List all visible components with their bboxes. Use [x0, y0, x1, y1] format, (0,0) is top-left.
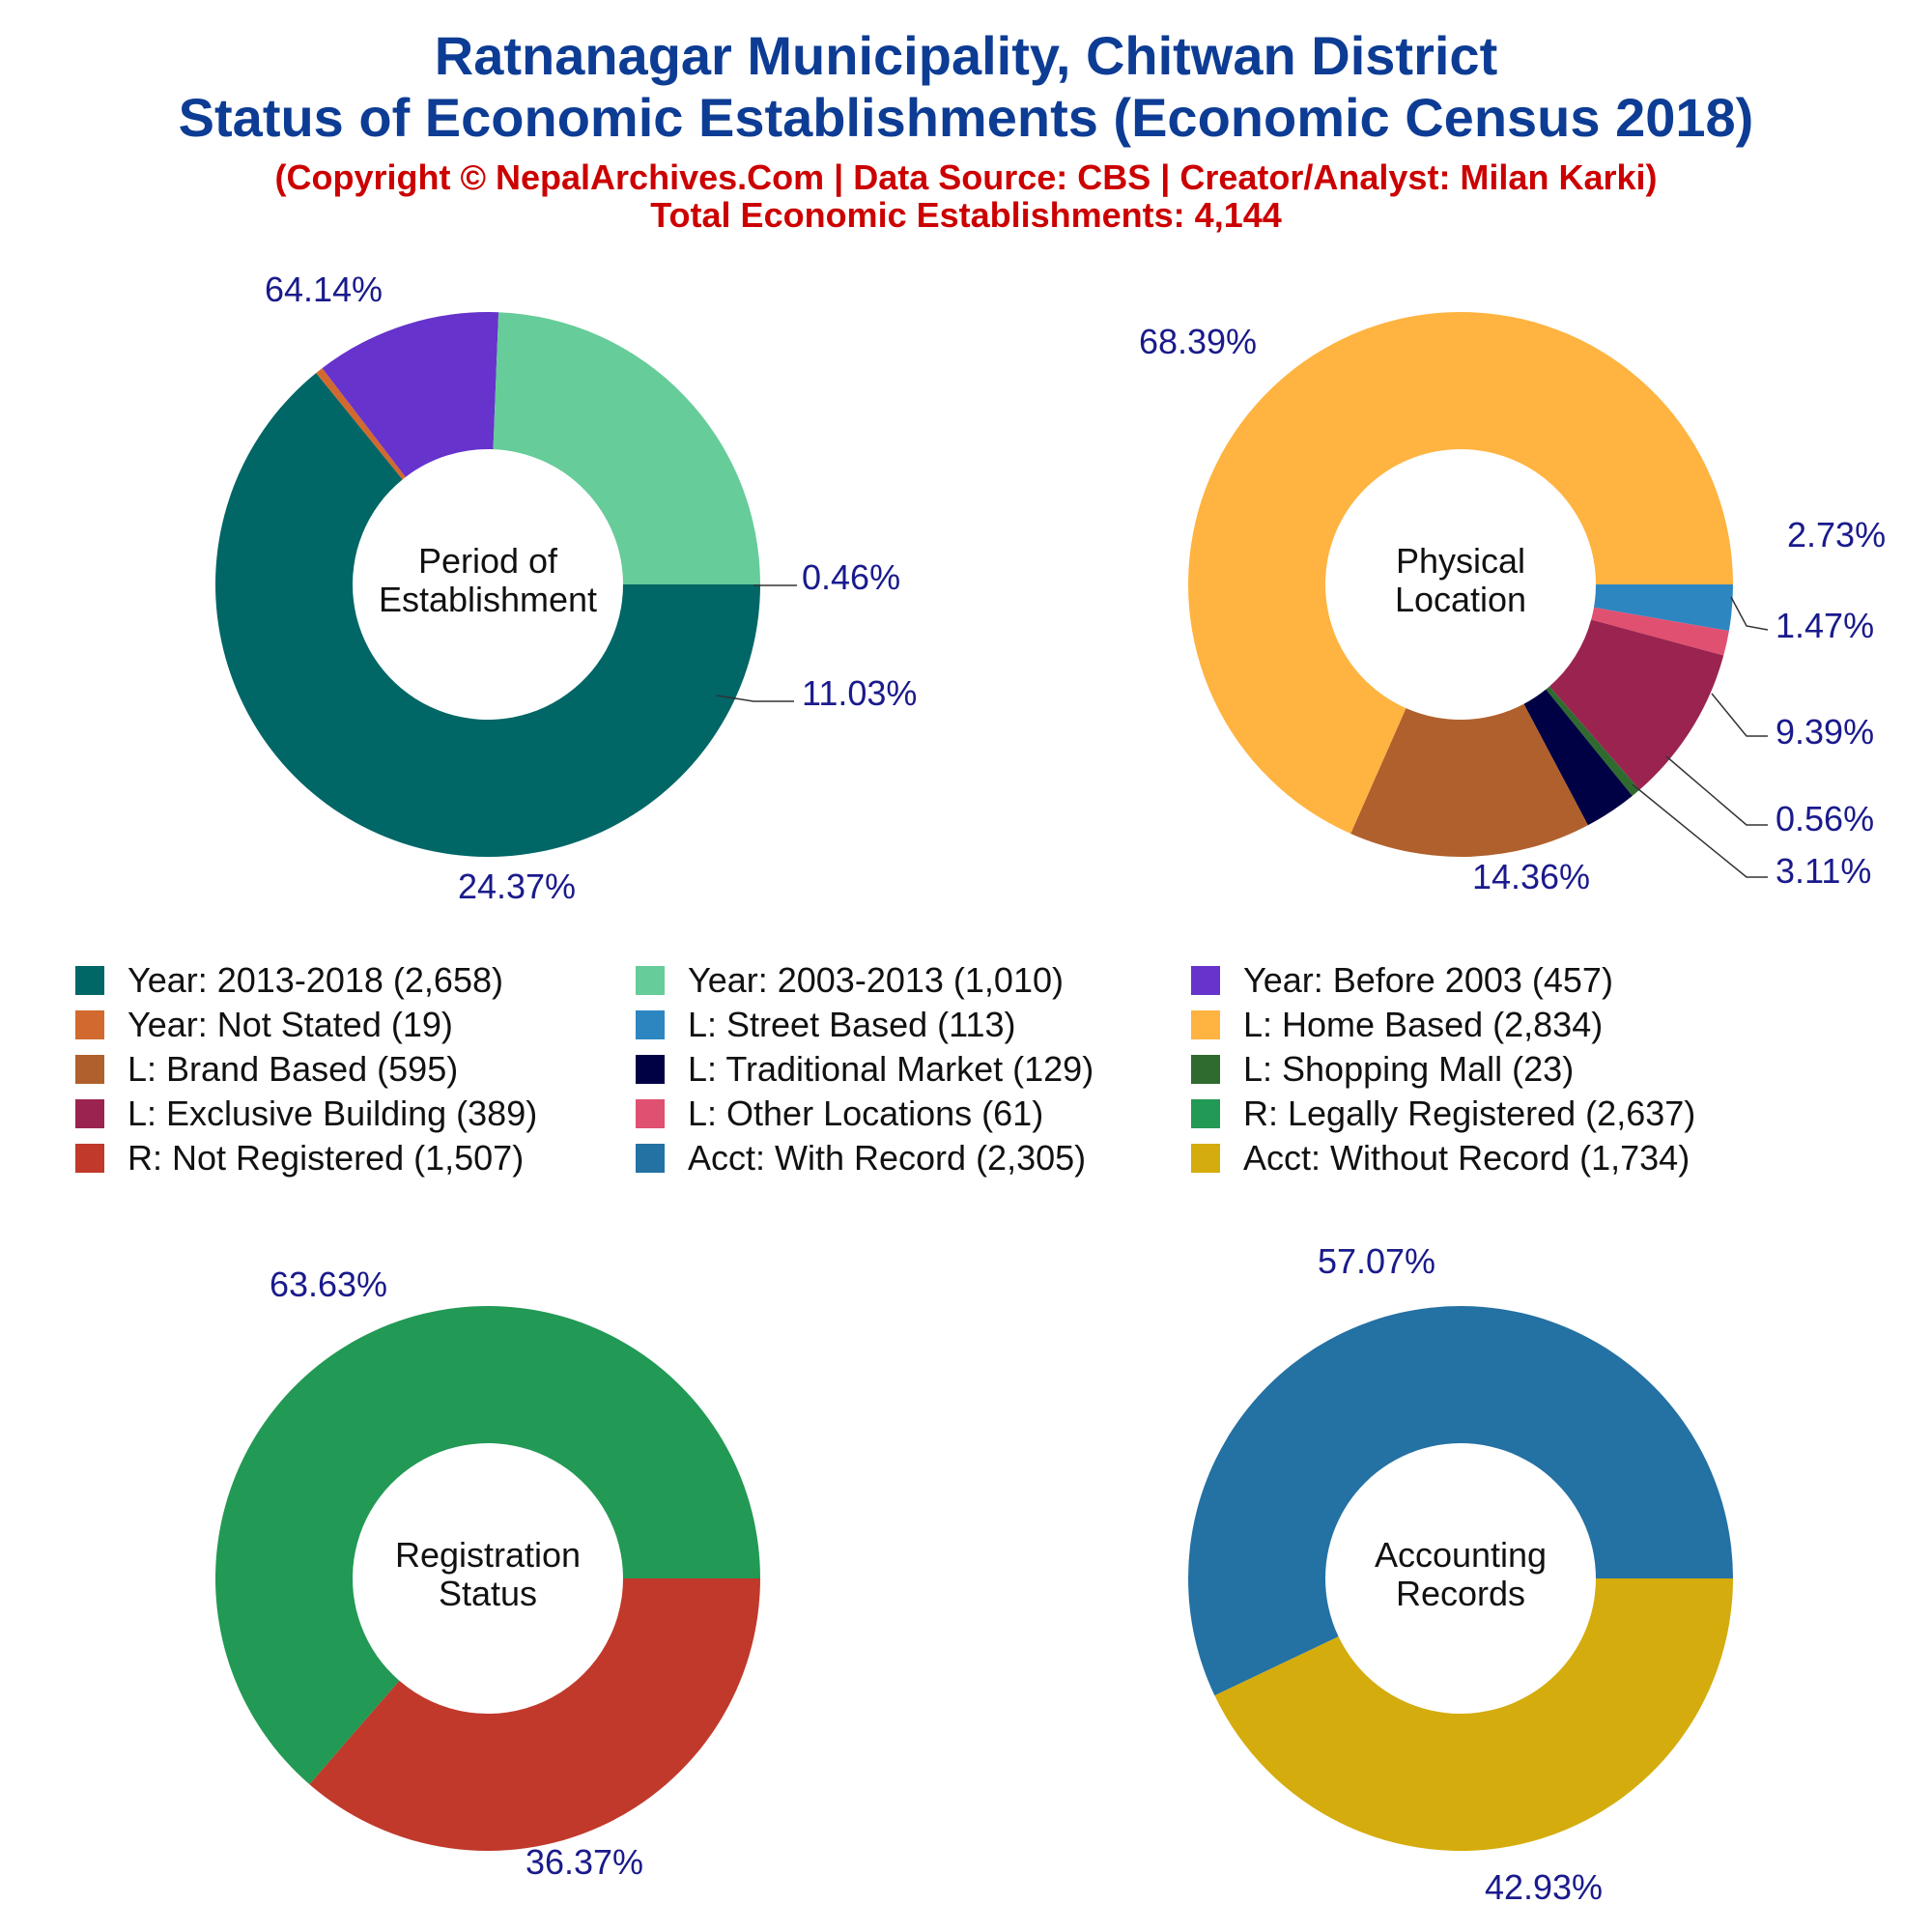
- donut-center-label: Records: [1396, 1574, 1525, 1613]
- percent-label: 68.39%: [1139, 322, 1257, 361]
- percent-label: 64.14%: [265, 270, 383, 309]
- donut-center-label: Accounting: [1375, 1535, 1547, 1575]
- legend-label: L: Other Locations (61): [688, 1094, 1044, 1133]
- legend-item: L: Brand Based (595): [75, 1049, 459, 1089]
- percent-label: 63.63%: [270, 1264, 387, 1304]
- legend-swatch: [636, 966, 665, 995]
- legend-label: L: Home Based (2,834): [1243, 1005, 1604, 1044]
- legend-item: Acct: With Record (2,305): [636, 1138, 1087, 1178]
- donut-slice: [215, 373, 760, 857]
- donut-slice: [1593, 584, 1733, 632]
- chart-title-line2: Status of Economic Establishments (Econo…: [178, 87, 1754, 148]
- legend-swatch: [75, 966, 104, 995]
- donut-center-label: Registration: [395, 1535, 581, 1575]
- donut-slice: [1546, 686, 1640, 796]
- donut-slice: [322, 312, 499, 477]
- legend-item: Year: 2003-2013 (1,010): [636, 960, 1064, 1000]
- donut-slice: [1188, 1306, 1733, 1696]
- legend-swatch: [1191, 1010, 1220, 1039]
- legend-swatch: [1191, 966, 1220, 995]
- legend-swatch: [636, 1144, 665, 1173]
- legend-swatch: [1191, 1099, 1220, 1128]
- legend-swatch: [75, 1144, 104, 1173]
- legend-item: R: Legally Registered (2,637): [1191, 1094, 1695, 1133]
- legend-label: L: Brand Based (595): [128, 1049, 459, 1089]
- legend-item: Year: Before 2003 (457): [1191, 960, 1613, 1000]
- legend-label: Year: 2003-2013 (1,010): [688, 960, 1064, 1000]
- percent-label: 2.73%: [1787, 515, 1886, 554]
- legend-label: Acct: Without Record (1,734): [1243, 1138, 1690, 1178]
- percent-label: 0.56%: [1776, 799, 1874, 838]
- donut-slice: [1350, 703, 1588, 858]
- legend-label: R: Not Registered (1,507): [128, 1138, 525, 1178]
- chart-subtitle-total: Total Economic Establishments: 4,144: [650, 195, 1282, 235]
- leader-line: [1665, 755, 1768, 826]
- percent-label: 42.93%: [1485, 1867, 1603, 1907]
- percent-label: 3.11%: [1776, 851, 1871, 891]
- legend-label: R: Legally Registered (2,637): [1243, 1094, 1696, 1133]
- legend-label: Year: 2013-2018 (2,658): [128, 960, 503, 1000]
- percent-label: 9.39%: [1776, 712, 1874, 752]
- legend-swatch: [1191, 1055, 1220, 1084]
- legend-label: Year: Not Stated (19): [128, 1005, 453, 1044]
- legend-item: L: Traditional Market (129): [636, 1049, 1094, 1089]
- donut-slice: [493, 312, 760, 584]
- donut-slice: [1549, 619, 1724, 790]
- legend-item: Year: 2013-2018 (2,658): [75, 960, 503, 1000]
- legend-item: Acct: Without Record (1,734): [1191, 1138, 1690, 1178]
- legend-item: L: Home Based (2,834): [1191, 1005, 1604, 1044]
- leader-line: [716, 695, 794, 702]
- legend-label: L: Exclusive Building (389): [128, 1094, 538, 1133]
- legend-item: Year: Not Stated (19): [75, 1005, 453, 1044]
- donut-slice: [1214, 1578, 1733, 1852]
- legend-item: L: Other Locations (61): [636, 1094, 1043, 1133]
- donut-center-label: Physical: [1396, 541, 1525, 581]
- donut-center-label: Period of: [418, 541, 558, 581]
- donut-center-label: Location: [1395, 580, 1526, 619]
- percent-label: 14.36%: [1472, 857, 1590, 896]
- percent-label: 57.07%: [1318, 1241, 1435, 1281]
- legend-item: L: Exclusive Building (389): [75, 1094, 537, 1133]
- legend-label: Year: Before 2003 (457): [1243, 960, 1613, 1000]
- leader-line: [1632, 783, 1768, 878]
- percent-label: 1.47%: [1776, 606, 1874, 645]
- legend-item: L: Shopping Mall (23): [1191, 1049, 1575, 1089]
- percent-label: 24.37%: [458, 867, 576, 906]
- legend-swatch: [75, 1055, 104, 1084]
- legend-label: L: Traditional Market (129): [688, 1049, 1094, 1089]
- leader-line: [1730, 596, 1769, 631]
- donut-slice: [1188, 312, 1733, 835]
- legend-swatch: [75, 1010, 104, 1039]
- chart-subtitle-copyright: (Copyright © NepalArchives.Com | Data So…: [274, 157, 1658, 197]
- percent-label: 11.03%: [802, 673, 917, 713]
- legend-swatch: [1191, 1144, 1220, 1173]
- legend-label: Acct: With Record (2,305): [688, 1138, 1087, 1178]
- donut-slice: [309, 1578, 760, 1851]
- legend-swatch: [75, 1099, 104, 1128]
- legend-label: L: Street Based (113): [688, 1005, 1016, 1044]
- donut-slice: [1523, 689, 1633, 826]
- percent-label: 36.37%: [526, 1842, 643, 1882]
- donut-center-label: Establishment: [379, 580, 597, 619]
- donut-slice: [214, 1305, 760, 1785]
- donut-center-label: Status: [439, 1574, 537, 1613]
- legend-item: L: Street Based (113): [636, 1005, 1016, 1044]
- leader-line: [1711, 693, 1768, 737]
- legend-label: L: Shopping Mall (23): [1243, 1049, 1575, 1089]
- legend-swatch: [636, 1099, 665, 1128]
- legend-swatch: [636, 1010, 665, 1039]
- donut-slice: [1591, 607, 1729, 656]
- legend-item: R: Not Registered (1,507): [75, 1138, 525, 1178]
- chart-title-line1: Ratnanagar Municipality, Chitwan Distric…: [434, 25, 1498, 86]
- legend-swatch: [636, 1055, 665, 1084]
- percent-label: 0.46%: [802, 557, 900, 597]
- donut-slice: [316, 368, 406, 480]
